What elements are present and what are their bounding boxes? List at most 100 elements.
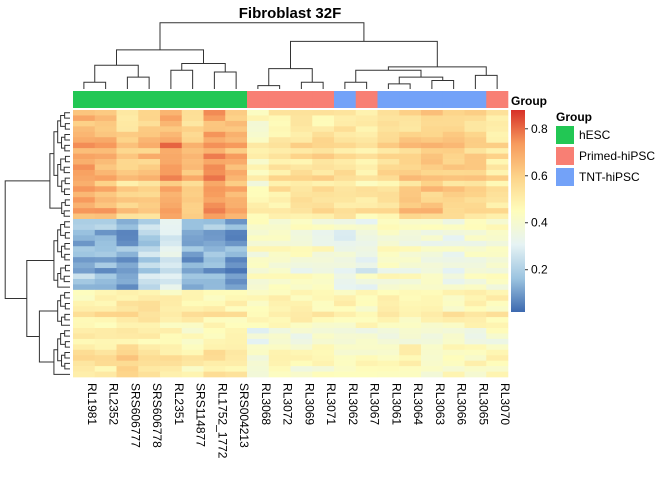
heatmap-cell: [442, 268, 465, 274]
heatmap-cell: [160, 360, 183, 367]
heatmap-cell: [138, 273, 161, 280]
heatmap-cell: [160, 186, 183, 193]
heatmap-cell: [116, 268, 139, 274]
heatmap-cell: [94, 317, 117, 323]
heatmap-cell: [268, 164, 291, 171]
heatmap-cell: [138, 344, 161, 351]
heatmap-cell: [225, 328, 248, 334]
heatmap-cell: [290, 126, 313, 133]
heatmap-cell: [138, 224, 161, 231]
heatmap-cell: [377, 213, 400, 220]
heatmap-cell: [355, 142, 378, 149]
heatmap-cell: [181, 322, 204, 329]
heatmap-cell: [290, 229, 313, 236]
heatmap-cell: [73, 110, 96, 116]
heatmap-cell: [486, 322, 509, 329]
heatmap-cell: [94, 311, 117, 318]
heatmap-cell: [290, 169, 313, 176]
column-label: RL3062: [346, 383, 360, 425]
heatmap-cell: [290, 137, 313, 143]
dendrogram-branch: [64, 177, 70, 185]
heatmap-cell: [94, 110, 117, 116]
heatmap-cell: [247, 142, 270, 149]
heatmap-cell: [268, 311, 291, 318]
heatmap-cell: [225, 295, 248, 302]
heatmap-cell: [203, 186, 226, 193]
heatmap-cell: [399, 180, 422, 187]
heatmap-cell: [442, 197, 465, 203]
group-annotation-cell: [290, 91, 313, 108]
heatmap-cell: [138, 120, 161, 127]
heatmap-cell: [94, 153, 117, 160]
heatmap-cell: [138, 360, 161, 367]
heatmap-cell: [399, 120, 422, 127]
heatmap-cell: [355, 262, 378, 269]
heatmap-cell: [334, 110, 357, 116]
heatmap-cell: [355, 306, 378, 312]
colorbar-tick-label: 0.4: [531, 216, 548, 230]
heatmap-cell: [377, 366, 400, 372]
heatmap-cell: [181, 262, 204, 269]
heatmap-cell: [73, 180, 96, 187]
heatmap-cell: [377, 289, 400, 296]
heatmap-cell: [290, 180, 313, 187]
group-annotation-cell: [138, 91, 161, 108]
dendrogram-branch: [61, 202, 66, 215]
heatmap-cell: [464, 180, 487, 187]
heatmap-cell: [290, 224, 313, 231]
colorbar-tick-label: 0.2: [531, 263, 548, 277]
heatmap-cell: [421, 120, 444, 127]
group-annotation-cell: [247, 91, 270, 108]
heatmap-cell: [116, 137, 139, 143]
heatmap-cell: [181, 289, 204, 296]
heatmap-cell: [160, 344, 183, 351]
group-annotation-bar: [73, 91, 509, 108]
heatmap-cell: [73, 344, 96, 351]
column-label: RL1981: [85, 383, 99, 425]
annotation-bar-label: Group: [511, 94, 547, 108]
heatmap-cell: [312, 360, 335, 367]
heatmap-cell: [94, 229, 117, 236]
heatmap-cell: [160, 366, 183, 372]
heatmap-cell: [399, 164, 422, 171]
heatmap-cell: [421, 153, 444, 160]
heatmap-cell: [116, 142, 139, 149]
column-labels: RL1981 RL2352 SRS606777 SRS606778 RL2351 SRS1…: [85, 383, 512, 459]
heatmap-cell: [73, 142, 96, 149]
heatmap-cell: [268, 159, 291, 165]
heatmap-cell: [355, 300, 378, 307]
heatmap-cell: [181, 142, 204, 149]
heatmap-cell: [312, 268, 335, 274]
heatmap-cell: [203, 360, 226, 367]
heatmap-cell: [247, 366, 270, 372]
colorbar-tick-label: 0.8: [531, 122, 548, 136]
heatmap-cell: [312, 349, 335, 356]
group-annotation-cell: [312, 91, 335, 108]
heatmap-cell: [94, 169, 117, 176]
heatmap-cell: [225, 289, 248, 296]
heatmap-cell: [421, 360, 444, 367]
heatmap-cell: [442, 355, 465, 361]
heatmap-cell: [442, 115, 465, 122]
heatmap-cell: [464, 142, 487, 149]
heatmap-cell: [334, 224, 357, 231]
heatmap-cell: [377, 344, 400, 351]
heatmap-cell: [464, 148, 487, 154]
heatmap-cell: [442, 180, 465, 187]
heatmap-cell: [116, 300, 139, 307]
heatmap-cell: [138, 349, 161, 356]
heatmap-cell: [312, 295, 335, 302]
dendrogram-branch: [64, 253, 70, 261]
heatmap-cell: [377, 169, 400, 176]
heatmap-cell: [399, 349, 422, 356]
heatmap-cell: [334, 142, 357, 149]
heatmap-cell: [160, 295, 183, 302]
heatmap-cell: [355, 349, 378, 356]
heatmap-cell: [138, 289, 161, 296]
heatmap-cell: [399, 142, 422, 149]
heatmap-cell: [399, 175, 422, 182]
heatmap-cell: [225, 202, 248, 209]
heatmap-cell: [399, 273, 422, 280]
heatmap-cell: [203, 311, 226, 318]
heatmap-cell: [355, 208, 378, 214]
